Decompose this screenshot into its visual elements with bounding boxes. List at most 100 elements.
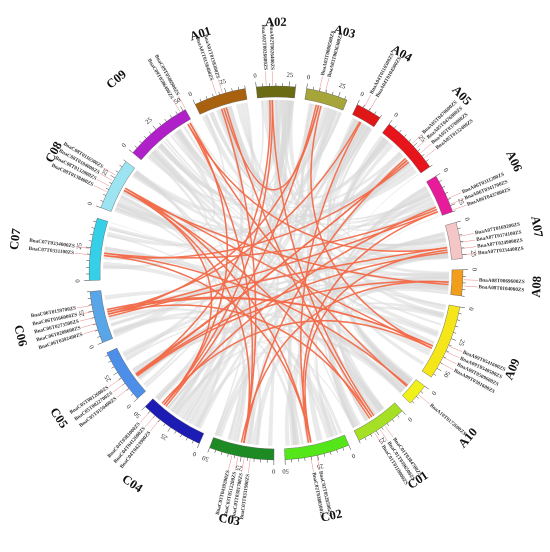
tick-mark (394, 125, 397, 129)
chromosome-arc-a07 (445, 222, 463, 260)
chromosome-arc-c09 (132, 109, 191, 161)
background-link (104, 289, 439, 338)
chromosome-arc-a04 (352, 104, 381, 128)
tick-mark (402, 410, 406, 415)
tick-mark (358, 440, 361, 444)
background-link (201, 100, 291, 192)
tick-mark (118, 377, 122, 380)
tick-mark (91, 227, 95, 229)
syntenic-link (123, 189, 213, 406)
tick-mark (93, 323, 97, 325)
tick-mark (392, 419, 395, 422)
gene-pointer (140, 412, 150, 423)
chromosome-label-c05: C05 (47, 405, 71, 431)
tick-label: 25 (76, 243, 84, 250)
gene-pointer (145, 416, 155, 428)
tick-mark (102, 194, 106, 196)
chromosome-label-a01: A01 (188, 24, 213, 44)
chromosome-label-a08: A08 (529, 276, 544, 298)
background-link (190, 112, 342, 196)
tick-mark (218, 91, 220, 95)
tick-mark (448, 344, 452, 347)
tick-mark (89, 233, 94, 235)
chromosome-arc-c05 (106, 347, 146, 399)
tick-mark (325, 89, 327, 93)
tick-mark (255, 82, 257, 88)
chromosome-label-c09: C09 (103, 67, 129, 91)
tick-mark (436, 368, 442, 372)
tick-mark (97, 342, 103, 345)
syntenic-link (189, 122, 408, 387)
background-link (328, 135, 386, 412)
gene-pointer (74, 253, 89, 255)
gene-label: BnaA07T0334400ZS (478, 246, 524, 256)
tick-label: 50 (201, 454, 210, 463)
gene-pointer (218, 79, 223, 93)
tick-label: 25 (235, 464, 243, 472)
tick-mark (119, 164, 123, 168)
chromosome-arc-a09 (421, 304, 461, 378)
chromosome-label-c04: C04 (120, 472, 146, 496)
tick-mark (421, 154, 425, 157)
tick-label: 0 (359, 91, 365, 99)
tick-label: 0 (75, 279, 82, 283)
gene-pointer (96, 179, 110, 187)
gene-pointer (103, 167, 116, 176)
background-link (300, 103, 382, 413)
chromosome-arc-a06 (426, 175, 453, 216)
tick-mark (231, 88, 233, 92)
gene-pointer (369, 97, 377, 111)
gene-pointer (310, 457, 314, 472)
gene-pointer (241, 458, 245, 473)
tick-mark (237, 86, 239, 90)
tick-label: 0 (406, 415, 413, 422)
tick-label: 50 (442, 369, 451, 378)
tick-mark (88, 304, 92, 306)
tick-mark (425, 159, 429, 162)
syntenic-link (104, 252, 409, 386)
gene-pointer (178, 96, 186, 109)
tick-mark (336, 449, 338, 453)
tick-mark (417, 148, 421, 152)
tick-mark (442, 185, 446, 188)
tick-mark (105, 354, 109, 357)
tick-mark (306, 83, 308, 89)
highlight-links (103, 100, 449, 444)
tick-mark (175, 111, 178, 115)
tick-label: 25 (78, 309, 86, 317)
background-link (126, 326, 216, 413)
gene-pointer (93, 185, 107, 192)
tick-mark (113, 372, 118, 376)
gene-pointer (79, 317, 94, 322)
gene-pointer (108, 378, 121, 387)
tick-label: 0 (392, 112, 399, 120)
tick-mark (105, 187, 109, 190)
tick-mark (240, 456, 242, 462)
tick-mark (95, 329, 99, 332)
gene-label: BnaA02T0026400ZS (268, 24, 275, 70)
tick-mark (323, 453, 325, 457)
chromosome-arc-c06 (89, 290, 113, 343)
tick-label: 0 (306, 74, 310, 81)
tick-mark (460, 240, 464, 242)
tick-label: 25 (316, 462, 324, 470)
gene-pointer (265, 71, 267, 86)
tick-mark (191, 440, 194, 444)
gene-pointer (112, 383, 125, 393)
gene-pointer (78, 311, 93, 315)
tick-mark (133, 398, 138, 403)
tick-mark (413, 142, 418, 147)
syntenic-link (123, 189, 371, 419)
chromosome-arc-c02 (284, 434, 350, 460)
tick-mark (443, 356, 447, 359)
gene-label: BnaA08T0069600ZS (479, 278, 525, 286)
chromosome-arc-c03 (209, 437, 275, 461)
tick-label: 0 (272, 467, 275, 474)
tick-mark (97, 336, 101, 338)
tick-mark (100, 200, 104, 202)
chromosome-label-c06: C06 (11, 324, 30, 348)
tick-mark (455, 220, 461, 223)
tick-label: 25 (160, 432, 169, 441)
